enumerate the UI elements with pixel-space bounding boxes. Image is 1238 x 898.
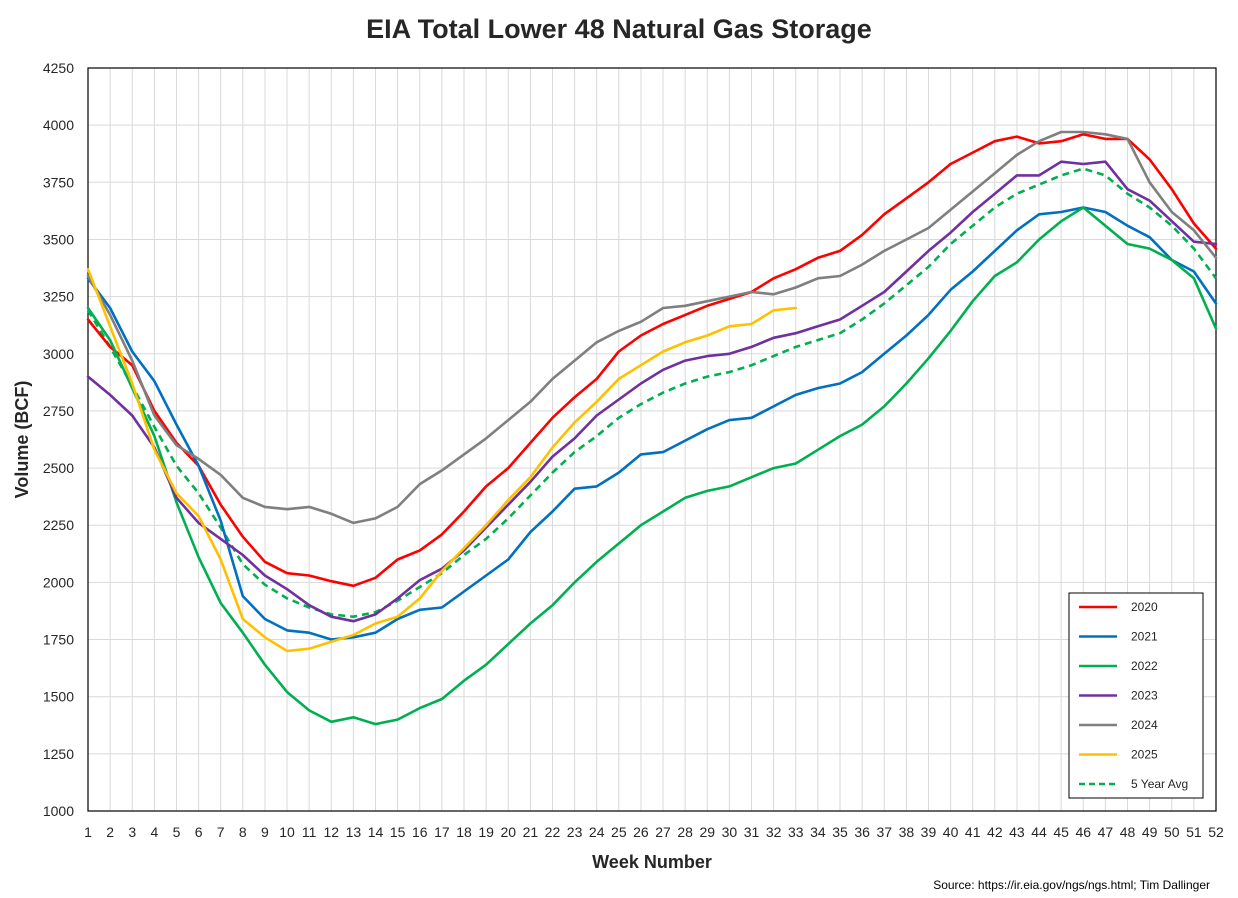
chart-title: EIA Total Lower 48 Natural Gas Storage xyxy=(366,14,872,44)
legend: 2020 2021 2022 2023 2024 2025 5 Year Avg xyxy=(1068,592,1204,799)
y-tick-label: 3750 xyxy=(43,174,74,190)
x-tick-label: 34 xyxy=(810,824,826,840)
x-tick-label: 4 xyxy=(150,824,158,840)
x-tick-label: 11 xyxy=(302,824,317,840)
series-line-2021 xyxy=(86,206,1218,641)
y-tick-label: 1000 xyxy=(43,803,74,819)
series-line-2022 xyxy=(86,206,1218,726)
x-tick-label: 3 xyxy=(128,824,136,840)
y-tick-label: 3000 xyxy=(43,346,74,362)
legend-label: 2024 xyxy=(1131,718,1158,732)
x-tick-label: 46 xyxy=(1076,824,1092,840)
legend-label: 2023 xyxy=(1131,689,1158,703)
legend-label: 2021 xyxy=(1131,630,1158,644)
x-tick-label: 50 xyxy=(1164,824,1180,840)
source-note: Source: https://ir.eia.gov/ngs/ngs.html;… xyxy=(933,878,1210,892)
x-tick-label: 19 xyxy=(478,824,494,840)
x-tick-label: 18 xyxy=(456,824,472,840)
legend-label: 2020 xyxy=(1131,600,1158,614)
y-tick-label: 2000 xyxy=(43,574,74,590)
x-tick-label: 33 xyxy=(788,824,804,840)
x-tick-label: 20 xyxy=(500,824,516,840)
series-line-2020 xyxy=(86,133,1218,588)
x-axis-label: Week Number xyxy=(592,852,712,872)
y-axis-label: Volume (BCF) xyxy=(12,381,32,499)
series-lines xyxy=(86,130,1218,726)
x-tick-label: 13 xyxy=(346,824,362,840)
y-tick-label: 2500 xyxy=(43,460,74,476)
x-tick-label: 16 xyxy=(412,824,428,840)
x-tick-label: 32 xyxy=(766,824,782,840)
legend-label: 5 Year Avg xyxy=(1131,777,1188,791)
x-tick-label: 28 xyxy=(677,824,693,840)
x-tick-label: 52 xyxy=(1208,824,1224,840)
x-tick-label: 36 xyxy=(854,824,870,840)
x-tick-label: 45 xyxy=(1053,824,1069,840)
y-tick-label: 2750 xyxy=(43,403,74,419)
x-tick-label: 10 xyxy=(279,824,295,840)
x-tick-label: 26 xyxy=(633,824,649,840)
y-axis-ticks: 1000 1250 1500 1750 2000 2250 2500 2750 3000 3250… xyxy=(43,60,74,819)
x-tick-label: 38 xyxy=(899,824,915,840)
x-tick-label: 43 xyxy=(1009,824,1025,840)
gridlines xyxy=(87,67,1217,812)
x-tick-label: 1 xyxy=(84,824,92,840)
series-line-5-year-avg xyxy=(86,167,1218,618)
x-tick-label: 35 xyxy=(832,824,848,840)
x-tick-label: 14 xyxy=(368,824,384,840)
x-tick-label: 5 xyxy=(173,824,181,840)
series-line-2025 xyxy=(86,267,798,653)
legend-label: 2022 xyxy=(1131,659,1158,673)
x-tick-label: 7 xyxy=(217,824,225,840)
legend-label: 2025 xyxy=(1131,748,1158,762)
y-tick-label: 4250 xyxy=(43,60,74,76)
x-tick-label: 25 xyxy=(611,824,627,840)
x-tick-label: 22 xyxy=(545,824,561,840)
y-tick-label: 1750 xyxy=(43,632,74,648)
x-tick-label: 8 xyxy=(239,824,247,840)
x-tick-label: 47 xyxy=(1098,824,1114,840)
y-tick-label: 2250 xyxy=(43,517,74,533)
x-tick-label: 29 xyxy=(700,824,716,840)
x-tick-label: 48 xyxy=(1120,824,1136,840)
x-tick-label: 9 xyxy=(261,824,269,840)
x-tick-label: 24 xyxy=(589,824,605,840)
x-tick-label: 21 xyxy=(523,824,539,840)
x-tick-label: 31 xyxy=(744,824,760,840)
plot-area-border xyxy=(87,67,1217,812)
y-tick-label: 3500 xyxy=(43,231,74,247)
x-tick-label: 30 xyxy=(722,824,738,840)
x-tick-label: 49 xyxy=(1142,824,1158,840)
y-tick-label: 1250 xyxy=(43,746,74,762)
y-tick-label: 3250 xyxy=(43,289,74,305)
x-tick-label: 51 xyxy=(1186,824,1202,840)
x-tick-label: 27 xyxy=(655,824,671,840)
x-tick-label: 23 xyxy=(567,824,583,840)
series-line-2024 xyxy=(86,130,1218,525)
x-tick-label: 2 xyxy=(106,824,114,840)
y-tick-label: 1500 xyxy=(43,689,74,705)
x-tick-label: 17 xyxy=(434,824,450,840)
x-tick-label: 37 xyxy=(876,824,892,840)
x-tick-label: 6 xyxy=(195,824,203,840)
series-line-2023 xyxy=(86,160,1218,623)
x-tick-label: 40 xyxy=(943,824,959,840)
x-tick-label: 12 xyxy=(324,824,340,840)
x-tick-label: 44 xyxy=(1031,824,1047,840)
x-tick-label: 41 xyxy=(965,824,981,840)
x-tick-label: 15 xyxy=(390,824,406,840)
x-tick-label: 39 xyxy=(921,824,937,840)
y-tick-label: 4000 xyxy=(43,117,74,133)
x-axis-ticks: 1 2 3 4 5 6 7 8 9 10 11 12 13 14 15 16 17 18 19 20 21 22 23 24 2… xyxy=(84,824,1224,840)
x-tick-label: 42 xyxy=(987,824,1003,840)
